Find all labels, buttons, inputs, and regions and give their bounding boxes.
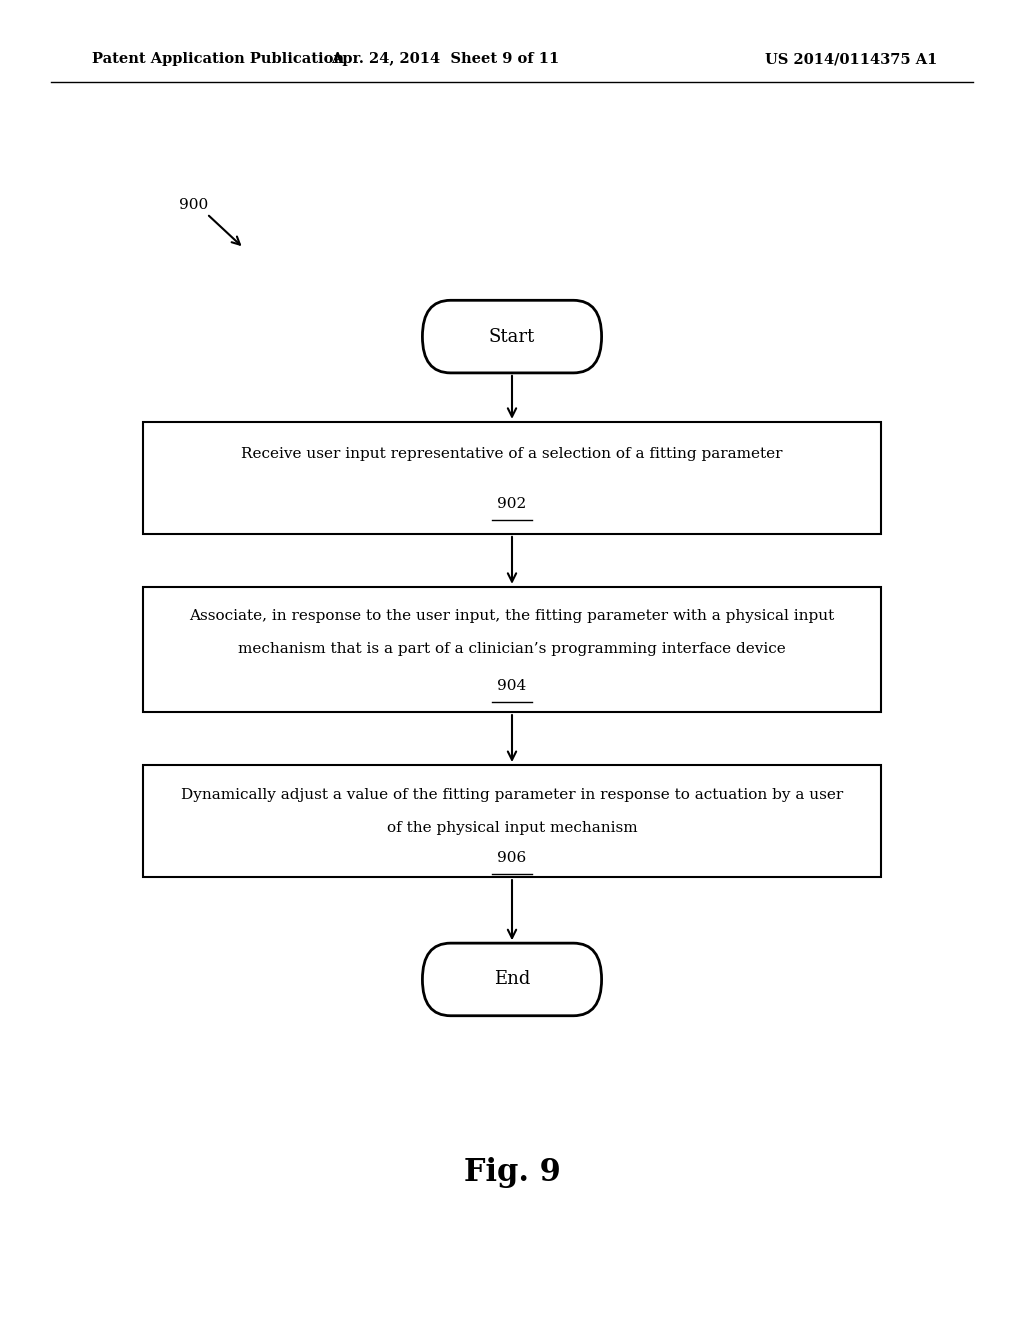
- Text: Dynamically adjust a value of the fitting parameter in response to actuation by : Dynamically adjust a value of the fittin…: [181, 788, 843, 801]
- Text: of the physical input mechanism: of the physical input mechanism: [387, 821, 637, 834]
- Bar: [143, 586, 881, 713]
- Text: Receive user input representative of a selection of a fitting parameter: Receive user input representative of a s…: [242, 447, 782, 461]
- Text: US 2014/0114375 A1: US 2014/0114375 A1: [765, 53, 937, 66]
- Text: 904: 904: [498, 680, 526, 693]
- Text: 906: 906: [498, 851, 526, 865]
- Text: End: End: [494, 970, 530, 989]
- Bar: [143, 764, 881, 876]
- Text: 900: 900: [179, 198, 209, 211]
- FancyBboxPatch shape: [422, 300, 601, 372]
- Text: Associate, in response to the user input, the fitting parameter with a physical : Associate, in response to the user input…: [189, 610, 835, 623]
- Bar: [143, 422, 881, 533]
- Text: mechanism that is a part of a clinician’s programming interface device: mechanism that is a part of a clinician’…: [239, 643, 785, 656]
- Text: Fig. 9: Fig. 9: [464, 1156, 560, 1188]
- FancyBboxPatch shape: [422, 942, 601, 1016]
- Text: 902: 902: [498, 498, 526, 511]
- Text: Apr. 24, 2014  Sheet 9 of 11: Apr. 24, 2014 Sheet 9 of 11: [332, 53, 559, 66]
- Text: Patent Application Publication: Patent Application Publication: [92, 53, 344, 66]
- Text: Start: Start: [488, 327, 536, 346]
